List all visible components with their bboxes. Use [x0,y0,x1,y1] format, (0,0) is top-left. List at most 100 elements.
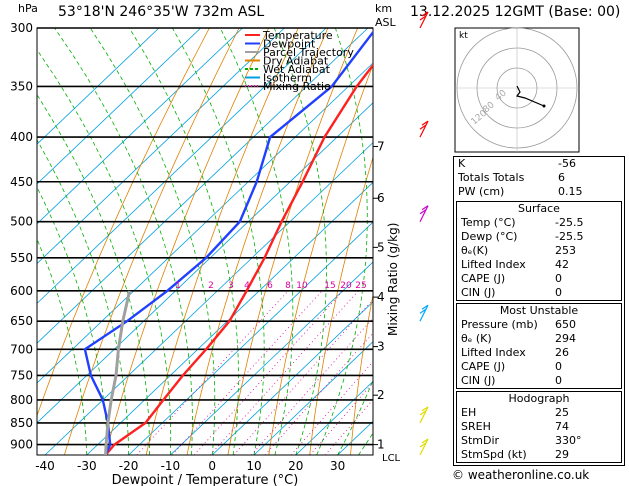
km-tick-label: 1 [377,438,385,452]
hodograph-value: 330° [555,434,582,447]
hodograph-row: StmSpd (kt) 29 [457,448,621,462]
legend-entry: Mixing Ratio [263,80,331,93]
surface-row: Dewp (°C) -25.5 [457,230,621,244]
hodograph-label: EH [461,406,477,419]
pressure-tick-label: 800 [10,393,33,407]
dry-adiabat-line [227,28,358,455]
mixing-ratio-tick-label: 20 [340,281,352,291]
wet-adiabat-line [54,28,193,455]
pressure-tick-label: 750 [10,368,33,382]
km-tick-label: 4 [377,290,385,304]
wind-barb-shaft [419,406,429,424]
surface-label: θₑ(K) [461,244,489,257]
wind-barb-flag [421,438,429,444]
isotherm-line [37,28,160,145]
dry-adiabat-line [104,28,270,455]
pressure-tick-label: 850 [10,416,33,430]
pressure-tick-label: 600 [10,284,33,298]
wind-barb [419,205,429,222]
hodograph-row: EH 25 [457,406,621,420]
wind-barb-shaft [419,120,429,138]
surface-value: 0 [555,286,562,299]
surface-row: θₑ(K) 253 [457,244,621,258]
most-unstable-label: Pressure (mb) [461,318,538,331]
surface-label: Lifted Index [461,258,526,271]
wind-barb-flag [421,304,429,310]
surface-row: CIN (J) 0 [457,286,621,300]
index-value: 0.15 [558,185,583,198]
pressure-tick-label: 300 [10,21,33,35]
hodograph-row: SREH 74 [457,420,621,434]
pressure-tick-label: 400 [10,130,33,144]
mixing-ratio-line [193,290,344,455]
pressure-tick-label: 900 [10,438,33,452]
wet-adiabat-line [37,94,150,455]
temperature-tick-label: -30 [77,459,97,473]
most-unstable-value: 0 [555,360,562,373]
index-label: PW (cm) [458,185,505,198]
most-unstable-row: Pressure (mb) 650 [457,318,621,332]
wet-adiabat-line [337,379,373,455]
wind-barb-flag [421,406,429,412]
surface-value: 253 [555,244,576,257]
isotherm-line [37,28,202,185]
index-label: K [458,157,466,170]
wind-barb [419,406,429,424]
surface-title: Surface [518,202,560,215]
mixing-ratio-tick-label: 25 [355,281,366,291]
mixing-ratio-line [171,290,323,455]
dry-adiabat-line [145,28,299,455]
wind-barb [419,438,429,456]
legend-entry: Temperature [262,29,333,42]
km-axis-label: km ASL [375,2,397,29]
dry-adiabat-line [350,293,373,455]
hodograph-section: Hodograph EH 25 SREH 74 StmDir 330° StmSpd (kt… [456,391,622,463]
km-tick-label: 5 [377,240,385,254]
surface-label: Dewp (°C) [461,230,518,243]
surface-value: -25.5 [555,216,584,229]
wind-barb-flag [419,410,427,416]
credit-text[interactable]: © weatheronline.co.uk [452,468,590,482]
surface-row: CAPE (J) 0 [457,272,621,286]
isotherm-line [37,28,369,344]
mixing-ratio-axis-label: Mixing Ratio (g/kg) [386,223,400,336]
hodograph-storm-motion [542,104,546,108]
most-unstable-row: CIN (J) 0 [457,374,621,388]
km-tick-label: 2 [377,388,385,402]
most-unstable-label: Lifted Index [461,346,526,359]
x-axis-title: Dewpoint / Temperature (°C) [112,473,299,486]
wet-adiabat-line [273,28,327,455]
isotherm-line [211,301,373,455]
indices-table: K -56 Totals Totals 6 PW (cm) 0.15 Surface Te… [453,156,625,466]
isotherm-line [37,62,373,384]
most-unstable-value: 294 [555,332,576,345]
wind-barb-shaft [419,205,429,222]
most-unstable-row: Lifted Index 26 [457,346,621,360]
mixing-ratio-tick-label: 10 [296,281,308,291]
index-row: PW (cm) 0.15 [454,185,624,199]
mixing-ratio-tick-label: 3 [228,281,234,291]
hodograph-unit-label: kt [459,31,468,41]
wet-adiabat-line [128,28,239,455]
wind-barb-flag [419,442,427,448]
km-tick-label: 6 [377,191,385,205]
location-header: 53°18'N 246°35'W 732m ASL [58,4,265,20]
wind-barb-flag [421,11,429,17]
wet-adiabat-line [89,28,216,455]
surface-label: CAPE (J) [461,272,506,285]
dry-adiabat-line [309,156,373,455]
hodograph-title: Hodograph [508,392,570,405]
temperature-line [104,63,373,455]
dry-adiabat-line [37,28,210,417]
wind-barb-flag [419,209,427,215]
hodograph-label: SREH [461,420,491,433]
most-unstable-label: CIN (J) [461,374,496,387]
temperature-tick-label: -20 [119,459,139,473]
isotherm-line [86,181,373,455]
wind-barb-flag [419,15,427,21]
wet-adiabat-line [37,139,129,455]
mixing-ratio-line [233,299,373,455]
temperature-tick-label: 30 [330,459,345,473]
hodograph-trace [515,85,545,107]
